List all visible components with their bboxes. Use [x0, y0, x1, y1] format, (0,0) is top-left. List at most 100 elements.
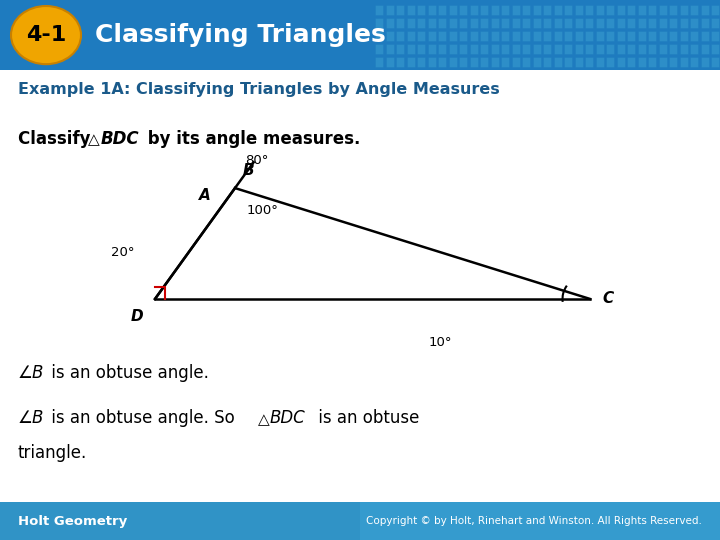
- Bar: [533, 5, 541, 15]
- Bar: [469, 57, 477, 67]
- Text: △: △: [258, 412, 270, 427]
- Bar: [575, 31, 582, 41]
- Bar: [417, 5, 425, 15]
- Bar: [606, 5, 614, 15]
- Bar: [659, 44, 667, 54]
- Bar: [385, 18, 394, 28]
- Text: A: A: [199, 188, 211, 203]
- Bar: [0, 502, 360, 540]
- Bar: [533, 44, 541, 54]
- Bar: [385, 57, 394, 67]
- Bar: [385, 44, 394, 54]
- Bar: [637, 57, 646, 67]
- Bar: [469, 18, 477, 28]
- Bar: [396, 31, 404, 41]
- Text: D: D: [130, 309, 143, 324]
- Bar: [469, 44, 477, 54]
- Bar: [522, 18, 530, 28]
- Text: 10°: 10°: [428, 335, 451, 348]
- Bar: [438, 5, 446, 15]
- Bar: [575, 5, 582, 15]
- Bar: [701, 31, 708, 41]
- Bar: [554, 18, 562, 28]
- Bar: [606, 57, 614, 67]
- Bar: [490, 57, 498, 67]
- Bar: [564, 31, 572, 41]
- Text: Holt Geometry: Holt Geometry: [18, 515, 127, 528]
- Text: triangle.: triangle.: [18, 444, 87, 462]
- Bar: [701, 57, 708, 67]
- Bar: [606, 18, 614, 28]
- Bar: [543, 44, 551, 54]
- Bar: [680, 44, 688, 54]
- Bar: [585, 31, 593, 41]
- Bar: [690, 31, 698, 41]
- Bar: [554, 5, 562, 15]
- Bar: [680, 5, 688, 15]
- Bar: [564, 18, 572, 28]
- Bar: [659, 31, 667, 41]
- Bar: [501, 5, 509, 15]
- Bar: [428, 31, 436, 41]
- Bar: [680, 18, 688, 28]
- Bar: [637, 31, 646, 41]
- Text: is an obtuse angle.: is an obtuse angle.: [46, 364, 209, 382]
- Text: B: B: [32, 409, 43, 428]
- Bar: [616, 57, 624, 67]
- Text: by its angle measures.: by its angle measures.: [142, 130, 361, 148]
- Bar: [616, 31, 624, 41]
- Bar: [701, 44, 708, 54]
- Bar: [511, 57, 520, 67]
- Bar: [501, 18, 509, 28]
- Bar: [711, 31, 719, 41]
- Text: is an obtuse: is an obtuse: [313, 409, 419, 428]
- Bar: [417, 18, 425, 28]
- Bar: [407, 5, 415, 15]
- Text: BDC: BDC: [101, 130, 140, 148]
- Text: BDC: BDC: [270, 409, 306, 428]
- Bar: [637, 18, 646, 28]
- Bar: [543, 57, 551, 67]
- Bar: [459, 5, 467, 15]
- Text: 100°: 100°: [247, 204, 279, 217]
- Bar: [522, 5, 530, 15]
- Bar: [701, 18, 708, 28]
- Bar: [711, 44, 719, 54]
- Text: Classify: Classify: [18, 130, 96, 148]
- Bar: [417, 57, 425, 67]
- Bar: [669, 57, 677, 67]
- Bar: [585, 18, 593, 28]
- Bar: [616, 5, 624, 15]
- Bar: [438, 44, 446, 54]
- Bar: [480, 57, 488, 67]
- Bar: [648, 57, 656, 67]
- Bar: [711, 57, 719, 67]
- Bar: [648, 5, 656, 15]
- Bar: [575, 57, 582, 67]
- Text: Example 1A: Classifying Triangles by Angle Measures: Example 1A: Classifying Triangles by Ang…: [18, 82, 500, 97]
- Bar: [606, 44, 614, 54]
- Bar: [627, 18, 635, 28]
- Bar: [407, 31, 415, 41]
- Bar: [407, 44, 415, 54]
- Bar: [449, 57, 456, 67]
- Bar: [533, 31, 541, 41]
- Bar: [690, 18, 698, 28]
- Text: B: B: [243, 163, 255, 178]
- Bar: [428, 44, 436, 54]
- Bar: [511, 31, 520, 41]
- Bar: [564, 5, 572, 15]
- Bar: [459, 57, 467, 67]
- Bar: [501, 44, 509, 54]
- Bar: [501, 57, 509, 67]
- Bar: [511, 18, 520, 28]
- Ellipse shape: [11, 6, 81, 64]
- Bar: [648, 44, 656, 54]
- Text: Copyright © by Holt, Rinehart and Winston. All Rights Reserved.: Copyright © by Holt, Rinehart and Winsto…: [366, 516, 702, 526]
- Bar: [595, 18, 603, 28]
- Bar: [680, 31, 688, 41]
- Bar: [533, 57, 541, 67]
- Bar: [490, 18, 498, 28]
- Bar: [396, 5, 404, 15]
- Bar: [428, 57, 436, 67]
